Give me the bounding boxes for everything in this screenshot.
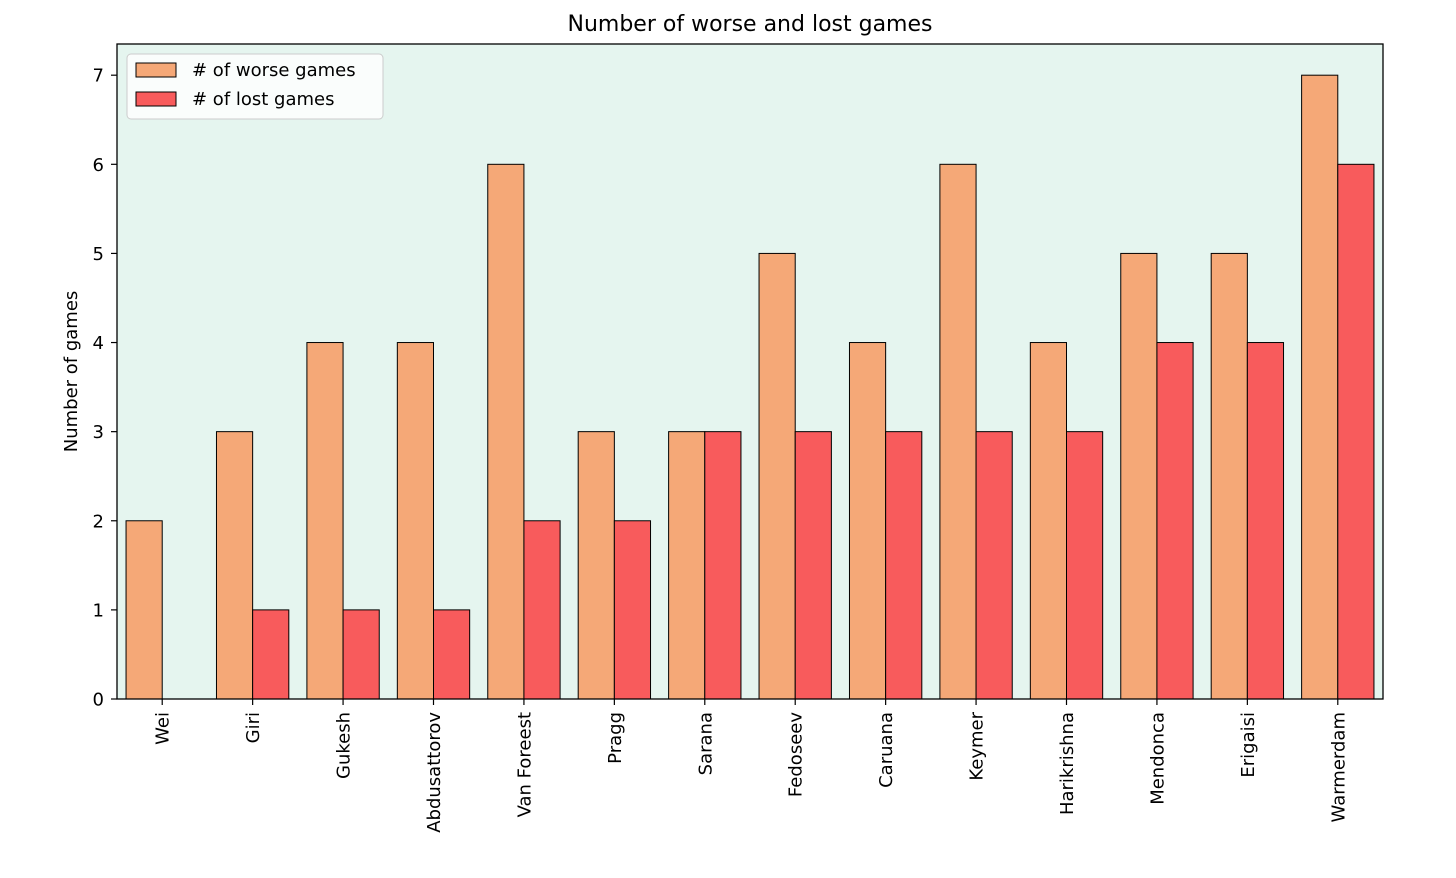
legend-label-worse-games: # of worse games — [192, 60, 356, 81]
bar-worse-games-mendonca — [1120, 252, 1158, 700]
bar-lost-games-keymer — [975, 431, 1013, 700]
y-tick-label: 4 — [93, 333, 104, 354]
bar-worse-games-abdusattorov — [396, 342, 435, 700]
bar-worse-games-giri — [215, 431, 254, 700]
bar-lost-games-caruana — [885, 431, 923, 700]
x-tick-label: Erigaisi — [1238, 712, 1259, 778]
y-tick-label: 1 — [93, 600, 104, 621]
bar-lost-games-pragg — [613, 520, 652, 700]
x-tick-label: Giri — [243, 712, 264, 743]
legend-box — [126, 53, 384, 120]
bar-lost-games-fedoseev — [794, 431, 832, 700]
y-axis: 0 1 2 3 4 5 6 7 — [93, 66, 117, 711]
y-tick-label: 6 — [93, 155, 104, 176]
bar-worse-games-sarana — [668, 431, 706, 700]
x-tick-label: Caruana — [876, 712, 897, 788]
bar-worse-games-wei — [125, 520, 163, 700]
bar-worse-games-warmerdam — [1301, 74, 1339, 700]
bar-lost-games-sarana — [704, 431, 742, 700]
bar-worse-games-keymer — [939, 163, 977, 700]
bar-worse-games-gukesh — [306, 342, 344, 700]
y-tick-label: 5 — [93, 244, 104, 265]
y-tick-label: 7 — [93, 66, 104, 87]
legend-swatch-worse-games — [135, 62, 177, 78]
bar-lost-games-gukesh — [342, 609, 380, 700]
bar-worse-games-harikrishna — [1029, 342, 1068, 700]
x-tick-label: Mendonca — [1147, 712, 1168, 805]
x-tick-label: Warmerdam — [1328, 712, 1349, 822]
x-tick-label: Abdusattorov — [424, 712, 445, 833]
x-tick-label: Wei — [153, 712, 174, 745]
y-tick-label: 2 — [93, 511, 104, 532]
x-tick-label: Keymer — [967, 711, 988, 780]
bar-worse-games-van-foreest — [487, 163, 525, 700]
bars-layer — [125, 74, 1375, 700]
bar-worse-games-fedoseev — [758, 252, 796, 700]
chart-title: Number of worse and lost games — [568, 12, 933, 37]
x-tick-label: Pragg — [605, 712, 626, 764]
bar-lost-games-harikrishna — [1066, 431, 1104, 700]
bar-lost-games-warmerdam — [1337, 163, 1375, 700]
bar-lost-games-abdusattorov — [433, 609, 471, 700]
bar-lost-games-mendonca — [1156, 342, 1194, 700]
bar-worse-games-pragg — [577, 431, 615, 700]
bar-worse-games-caruana — [848, 342, 887, 700]
y-axis-label: Number of games — [61, 291, 82, 453]
x-tick-label: Harikrishna — [1057, 712, 1078, 815]
bar-worse-games-erigaisi — [1210, 252, 1248, 700]
bar-lost-games-van-foreest — [523, 520, 561, 700]
x-tick-label: Sarana — [695, 712, 716, 775]
y-tick-label: 0 — [93, 690, 104, 711]
bar-lost-games-giri — [252, 609, 290, 700]
bar-lost-games-erigaisi — [1246, 342, 1285, 700]
y-tick-label: 3 — [93, 422, 104, 443]
x-tick-label: Van Foreest — [514, 712, 535, 817]
legend-swatch-lost-games — [135, 91, 177, 107]
legend: # of worse games # of lost games — [126, 53, 384, 120]
legend-label-lost-games: # of lost games — [192, 89, 335, 110]
x-tick-label: Fedoseev — [786, 712, 807, 797]
plot-frame — [116, 43, 1384, 700]
x-axis: Wei Giri Gukesh Abdusattorov Van Foreest Prag… — [153, 699, 1349, 833]
x-tick-label: Gukesh — [334, 712, 355, 779]
